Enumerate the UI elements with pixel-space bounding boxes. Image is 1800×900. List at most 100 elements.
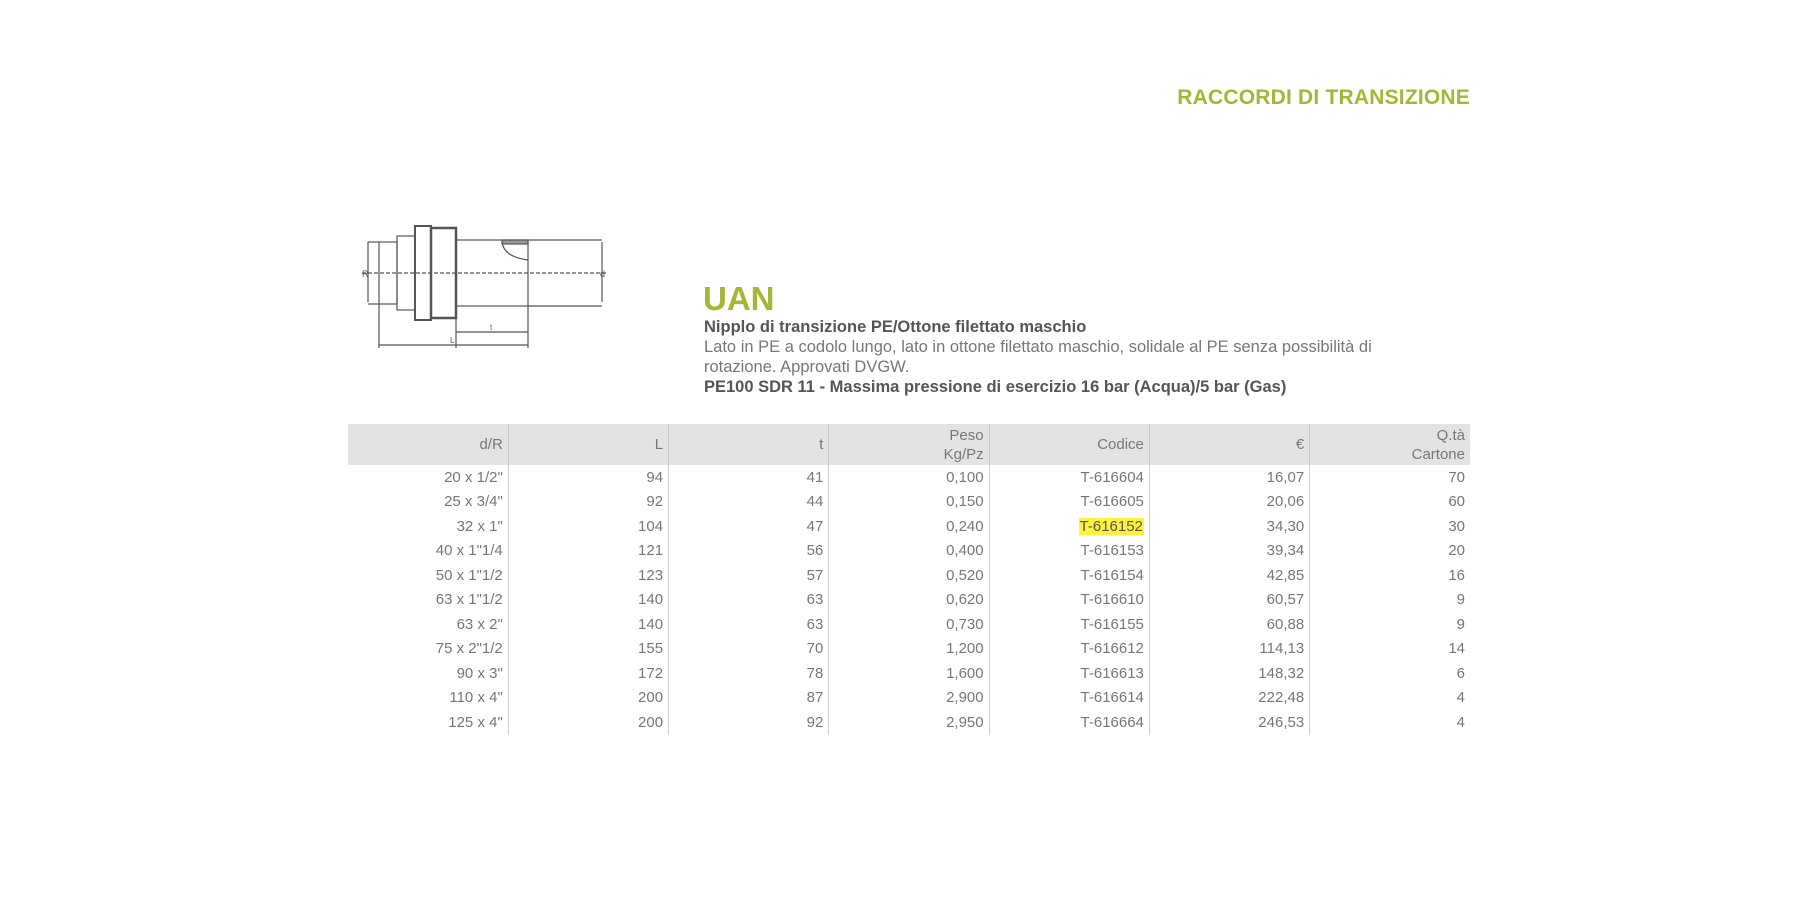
cell-value: 9 — [1456, 615, 1465, 633]
cell-t: 70 — [668, 636, 830, 661]
cell-l: 172 — [508, 661, 670, 686]
table-row: 63 x 2" 140 63 0,730 T-616155 60,88 9 — [348, 612, 1470, 637]
cell-value: 60,57 — [1266, 591, 1305, 609]
cell-peso: 2,900 — [828, 685, 990, 710]
cell-codice: T-616155 — [989, 612, 1150, 637]
cell-value: T-616153 — [1080, 542, 1144, 560]
product-subtitle: Nipplo di transizione PE/Ottone filettat… — [704, 318, 1087, 336]
cell-prezzo: 114,13 — [1149, 636, 1311, 661]
product-code: UAN — [703, 280, 775, 317]
cell-dr: 25 x 3/4" — [348, 489, 509, 514]
table-row: 75 x 2"1/2 155 70 1,200 T-616612 114,13 14 — [348, 636, 1470, 661]
section-title: RACCORDI DI TRANSIZIONE — [1177, 86, 1470, 109]
cell-value: T-616604 — [1080, 468, 1144, 486]
cell-t: 92 — [668, 710, 830, 735]
cell-t: 41 — [668, 465, 830, 490]
cell-value: 2,900 — [946, 689, 984, 707]
cell-peso: 0,240 — [828, 514, 990, 539]
cell-value: 63 — [806, 615, 824, 633]
table-row: 110 x 4" 200 87 2,900 T-616614 222,48 4 — [348, 685, 1470, 711]
cell-dr: 110 x 4" — [348, 685, 509, 710]
product-description: Lato in PE a codolo lungo, lato in otton… — [704, 338, 1372, 376]
cell-codice: T-616153 — [989, 538, 1150, 563]
cell-value: 222,48 — [1258, 689, 1305, 707]
cell-qta: 20 — [1310, 539, 1470, 564]
cell-value: 34,30 — [1266, 517, 1305, 535]
cell-value: 16 — [1448, 566, 1465, 584]
cell-l: 200 — [508, 710, 670, 735]
cell-value: 200 — [638, 713, 664, 731]
cell-value: 172 — [638, 664, 664, 682]
cell-value: 125 x 4" — [448, 713, 503, 731]
cell-value: T-616154 — [1080, 566, 1144, 584]
cell-value: 110 x 4" — [449, 689, 503, 707]
cell-value: 20 — [1448, 542, 1465, 560]
cell-value: 9 — [1456, 591, 1465, 609]
cell-dr: 20 x 1/2" — [348, 465, 509, 490]
cell-peso: 0,520 — [828, 563, 990, 588]
cell-dr: 90 x 3" — [348, 661, 509, 686]
column-header-prezzo: € — [1149, 424, 1311, 465]
cell-dr: 50 x 1"1/2 — [348, 563, 509, 588]
cell-peso: 0,150 — [828, 489, 990, 514]
cell-dr: 75 x 2"1/2 — [348, 636, 509, 661]
cell-l: 155 — [508, 636, 670, 661]
cell-prezzo: 60,57 — [1149, 587, 1311, 612]
cell-value: 0,620 — [946, 591, 984, 609]
cell-codice: T-616614 — [989, 685, 1150, 710]
cell-qta: 4 — [1310, 686, 1470, 711]
cell-value: 25 x 3/4" — [444, 493, 503, 511]
cell-value: 104 — [638, 517, 664, 535]
cell-value: 114,13 — [1259, 640, 1305, 658]
fitting-technical-drawing: R d t L — [362, 225, 607, 348]
cell-value: 41 — [806, 468, 824, 486]
column-header-peso: Peso Kg/Pz — [828, 424, 990, 465]
cell-prezzo: 222,48 — [1149, 685, 1311, 710]
cell-value: 4 — [1456, 689, 1465, 707]
product-spec: PE100 SDR 11 - Massima pressione di eser… — [704, 378, 1287, 396]
product-description-block: Nipplo di transizione PE/Ottone filettat… — [704, 317, 1424, 397]
cell-t: 87 — [668, 685, 830, 710]
cell-codice: T-616664 — [989, 710, 1150, 735]
cell-prezzo: 148,32 — [1149, 661, 1311, 686]
cell-value: 94 — [646, 468, 664, 486]
cell-t: 63 — [668, 612, 830, 637]
table-row: 40 x 1"1/4 121 56 0,400 T-616153 39,34 20 — [348, 538, 1470, 564]
cell-prezzo: 39,34 — [1149, 538, 1311, 563]
cell-codice: T-616610 — [989, 587, 1150, 612]
cell-value: 32 x 1" — [456, 517, 503, 535]
label-R: R — [362, 269, 369, 279]
cell-codice: T-616605 — [989, 489, 1150, 514]
cell-value: 47 — [806, 517, 824, 535]
cell-qta: 9 — [1310, 612, 1470, 637]
highlighted-code: T-616152 — [1078, 517, 1144, 535]
cell-l: 92 — [508, 489, 670, 514]
cell-value: 60,88 — [1266, 615, 1305, 633]
cell-t: 44 — [668, 489, 830, 514]
cell-value: 0,520 — [946, 566, 984, 584]
cell-value: 200 — [638, 689, 664, 707]
column-header-l: L — [508, 424, 670, 465]
cell-value: 0,240 — [946, 517, 984, 535]
cell-value: T-616605 — [1080, 493, 1144, 511]
cell-value: T-616610 — [1080, 591, 1144, 609]
cell-value: 75 x 2"1/2 — [435, 640, 503, 658]
cell-value: T-616664 — [1080, 713, 1144, 731]
cell-value: 56 — [806, 542, 824, 560]
cell-value: 50 x 1"1/2 — [435, 566, 503, 584]
cell-prezzo: 42,85 — [1149, 563, 1311, 588]
cell-qta: 4 — [1310, 710, 1470, 735]
cell-l: 94 — [508, 465, 670, 490]
column-header-qta: Q.tà Cartone — [1309, 424, 1470, 465]
column-header-t: t — [668, 424, 830, 465]
label-t: t — [490, 323, 493, 332]
cell-value: 148,32 — [1258, 664, 1305, 682]
cell-dr: 32 x 1" — [348, 514, 509, 539]
cell-value: 40 x 1"1/4 — [435, 542, 503, 560]
cell-value: 92 — [646, 493, 664, 511]
cell-codice: T-616613 — [989, 661, 1150, 686]
cell-t: 47 — [668, 514, 830, 539]
cell-dr: 40 x 1"1/4 — [348, 538, 509, 563]
